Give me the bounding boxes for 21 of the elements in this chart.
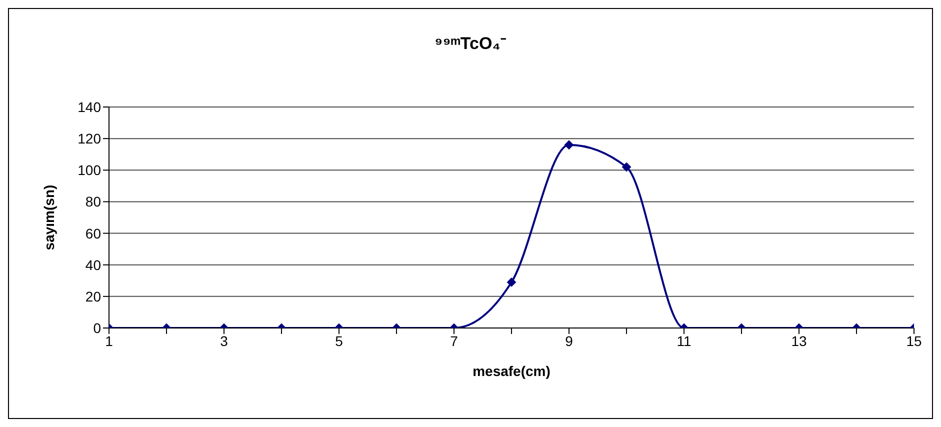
y-tick-label: 120: [78, 130, 102, 147]
y-tick-label: 40: [85, 256, 102, 273]
y-tick-label: 80: [85, 194, 102, 210]
y-tick-label: 0: [93, 320, 102, 336]
x-tick-label: 13: [791, 332, 807, 349]
chart-title: ⁹⁹ᵐTcO₄⁻: [434, 33, 508, 54]
x-tick-label: 9: [565, 332, 574, 349]
y-axis-title: sayım(sn): [40, 184, 57, 250]
y-tick-label: 60: [85, 225, 102, 242]
x-axis-title: mesafe(cm): [472, 363, 550, 379]
x-tick-label: 7: [450, 332, 458, 349]
x-tick-label: 1: [105, 332, 114, 349]
y-tick-label: 20: [85, 288, 102, 304]
x-tick-label: 3: [220, 332, 228, 349]
x-tick-label: 11: [676, 332, 692, 349]
y-tick-label: 100: [78, 162, 102, 178]
point: [564, 140, 574, 150]
point: [622, 162, 631, 172]
y-tick-label: 140: [78, 98, 102, 115]
x-tick-label: 15: [906, 332, 922, 349]
x-tick-label: 5: [335, 332, 344, 349]
